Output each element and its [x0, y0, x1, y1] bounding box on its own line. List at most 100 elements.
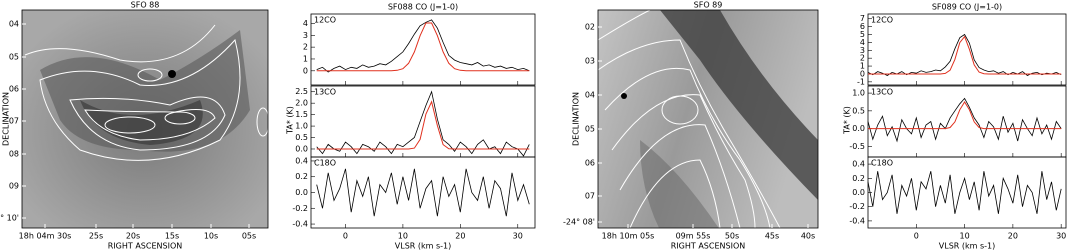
- y-tick-label: 02: [585, 23, 595, 32]
- panel-label: C18O: [314, 159, 336, 168]
- y-tick-label: 0.0: [852, 124, 865, 133]
- chart-title: SF088 CO (J=1-0): [388, 3, 458, 12]
- y-tick-label: 5: [860, 30, 865, 39]
- y-tick-label: 1: [860, 62, 865, 71]
- y-tick-label: -24° 10': [0, 214, 19, 223]
- panel-label: C18O: [871, 159, 893, 168]
- map-title: SFO 89: [694, 1, 723, 10]
- panel-label: 13CO: [314, 88, 336, 97]
- spectrum: [316, 168, 530, 217]
- y-tick-label: -1: [857, 77, 865, 86]
- x-tick-label: 05s: [242, 232, 256, 241]
- y-tick-label: -0.4: [849, 216, 865, 225]
- x-tick-label: 30: [513, 232, 523, 241]
- map-title: SFO 88: [131, 1, 160, 10]
- y-tick-label: 05: [585, 125, 595, 134]
- y-tick-label: 08: [9, 150, 19, 159]
- x-tick-label: 15s: [165, 232, 179, 241]
- y-tick-label: 09: [9, 182, 19, 191]
- y-tick-label: 0.0: [295, 144, 308, 153]
- y-tick-label: 3: [303, 31, 308, 40]
- fit-line: [868, 35, 1062, 75]
- y-tick-label: 4: [303, 19, 308, 28]
- panel-frame: [867, 156, 1067, 229]
- y-tick-label: -0.2: [849, 202, 865, 211]
- y-tick-label: 0.0: [295, 188, 308, 197]
- y-tick-label: 05: [9, 53, 19, 62]
- x-tick-label: 18h 10m 05s: [602, 232, 655, 241]
- x-tick-label: 18h 04m 30s: [19, 232, 72, 241]
- fit-line: [316, 22, 530, 72]
- y-tick-label: 0.0: [852, 188, 865, 197]
- fit-line: [868, 101, 1062, 130]
- y-tick-label: 2.0: [295, 99, 308, 108]
- y-tick-label: 2: [303, 43, 308, 52]
- y-axis-label: DECLINATION: [572, 92, 581, 146]
- y-tick-label: 6: [860, 22, 865, 31]
- panel-frame: [310, 85, 536, 158]
- panel-frame: [867, 13, 1067, 86]
- x-axis-label: RIGHT ASCENSION: [671, 242, 745, 251]
- y-tick-label: 07: [585, 192, 595, 201]
- y-axis-label: TA* (K): [286, 106, 295, 135]
- x-tick-label: 09m 55s: [676, 232, 711, 241]
- y-tick-label: 03: [585, 57, 595, 66]
- y-tick-label: 06: [9, 85, 19, 94]
- x-tick-label: 40s: [801, 232, 815, 241]
- y-tick-label: 0.2: [295, 172, 308, 181]
- y-tick-label: 07: [9, 117, 19, 126]
- chart-title: SF089 CO (J=1-0): [932, 3, 1002, 12]
- x-tick-label: 20s: [126, 232, 140, 241]
- y-axis-label: DECLINATION: [2, 92, 11, 146]
- y-tick-label: 3: [860, 46, 865, 55]
- y-tick-label: 1.5: [295, 110, 308, 119]
- y-tick-label: 0.5: [295, 133, 308, 142]
- y-tick-label: 04: [9, 20, 19, 29]
- panel-label: 13CO: [871, 88, 893, 97]
- spectrum: [867, 97, 1062, 143]
- y-tick-label: 2: [860, 54, 865, 63]
- y-tick-label: 0.2: [852, 174, 865, 183]
- map-frame: [21, 9, 269, 229]
- y-tick-label: -0.4: [292, 220, 308, 229]
- x-tick-label: 20: [455, 232, 465, 241]
- x-tick-label: 10: [398, 232, 408, 241]
- spectrum: [316, 90, 530, 157]
- y-tick-label: 0.4: [852, 160, 865, 169]
- y-tick-label: 2.5: [295, 87, 308, 96]
- y-tick-label: 4: [860, 38, 865, 47]
- y-tick-label: -0.5: [849, 142, 865, 151]
- y-tick-label: -24° 08': [563, 218, 595, 227]
- x-tick-label: 25s: [89, 232, 103, 241]
- y-tick-label: 0: [303, 66, 308, 75]
- y-tick-label: 1: [303, 54, 308, 63]
- spectrum: [867, 171, 1062, 214]
- x-axis-label: VLSR (km s-1): [939, 242, 995, 251]
- y-tick-label: 04: [585, 91, 595, 100]
- panel-frame: [310, 13, 536, 86]
- panel-label: 12CO: [314, 16, 336, 25]
- y-tick-label: 0: [860, 69, 865, 78]
- x-tick-label: 10: [959, 232, 969, 241]
- x-tick-label: 10s: [204, 232, 218, 241]
- y-tick-label: -0.2: [292, 204, 308, 213]
- map-frame: [597, 9, 819, 229]
- x-tick-label: 0: [914, 232, 919, 241]
- y-tick-label: 0.5: [852, 106, 865, 115]
- x-tick-label: 50s: [725, 232, 739, 241]
- x-axis-label: RIGHT ASCENSION: [108, 242, 182, 251]
- x-tick-label: 30: [1056, 232, 1066, 241]
- x-tick-label: 0: [343, 232, 348, 241]
- map-image: [598, 10, 818, 228]
- fit-line: [316, 100, 530, 150]
- map-image: [22, 10, 268, 228]
- x-tick-label: 45s: [765, 232, 779, 241]
- panel-label: 12CO: [871, 16, 893, 25]
- y-tick-label: 1.0: [295, 122, 308, 131]
- x-tick-label: 20: [1008, 232, 1018, 241]
- y-tick-label: 1.0: [852, 89, 865, 98]
- y-tick-label: 06: [585, 159, 595, 168]
- y-axis-label: TA* (K): [843, 106, 852, 135]
- spectrum: [316, 19, 530, 73]
